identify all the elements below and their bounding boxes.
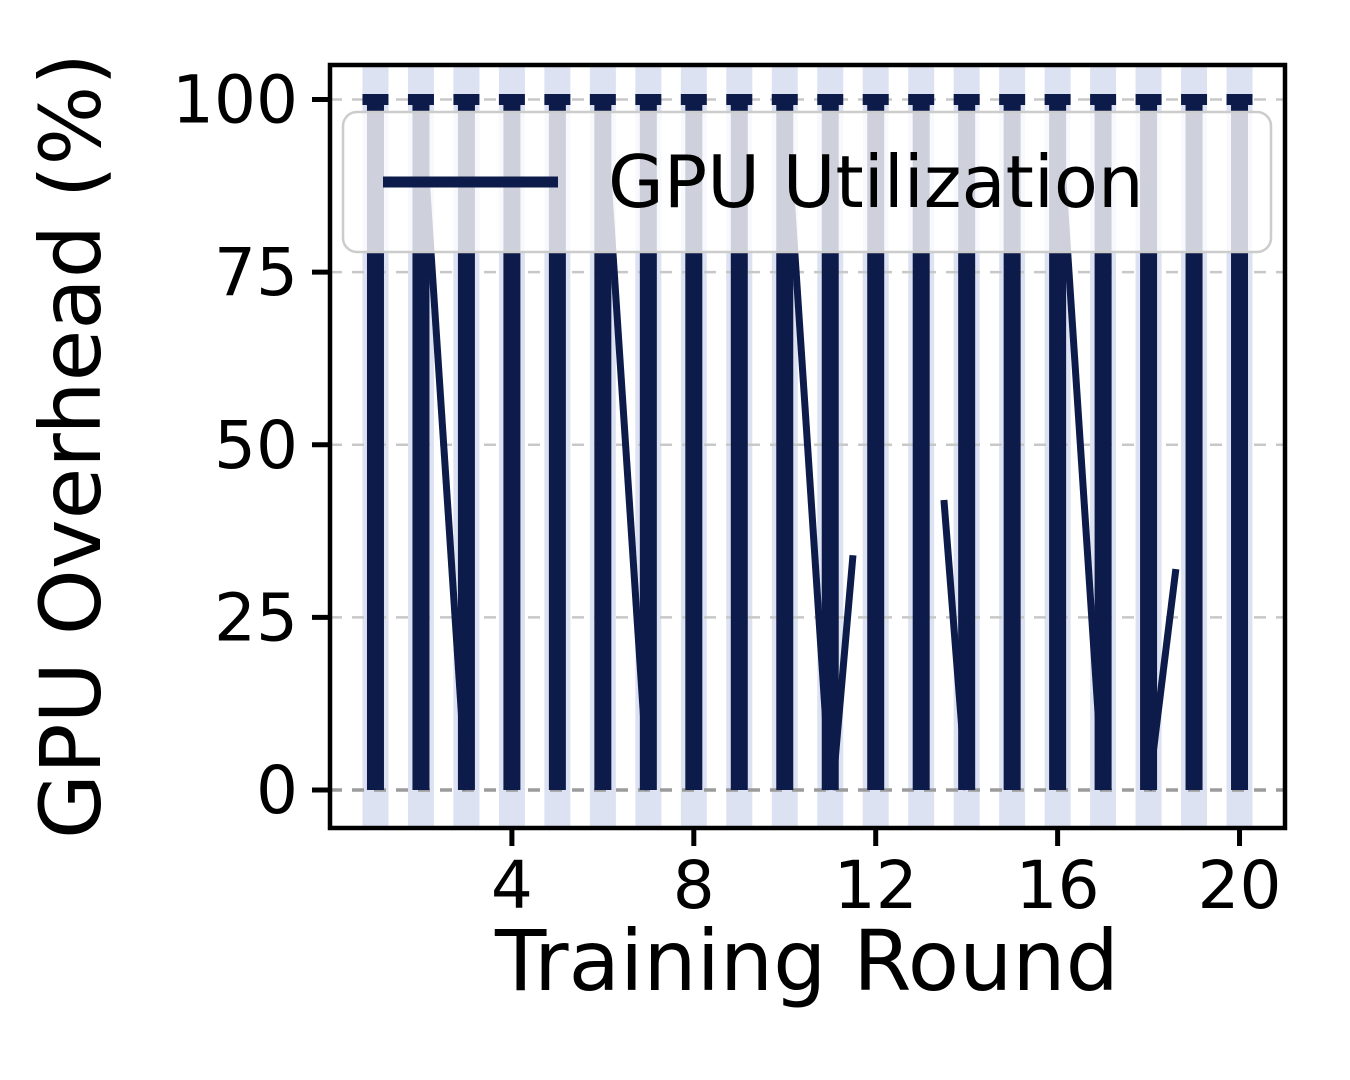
x-tick-label: 12 <box>834 847 918 924</box>
y-tick-label: 75 <box>214 234 298 311</box>
x-tick-label: 20 <box>1198 847 1282 924</box>
gridlines <box>330 98 1285 792</box>
tick-marks <box>312 97 1243 846</box>
trace-segment <box>940 499 971 791</box>
x-tick-label: 4 <box>491 847 533 924</box>
y-tick-label: 0 <box>256 752 298 829</box>
tick-labels: 4 8 12 16 20 0 25 50 75 100 <box>172 62 1282 924</box>
y-tick-label: 50 <box>214 407 298 484</box>
y-axis-label: GPU Overhead (%) <box>22 53 120 839</box>
y-tick-label: 100 <box>172 62 298 139</box>
x-tick-label: 8 <box>673 847 715 924</box>
x-axis-label: Training Round <box>494 912 1119 1010</box>
legend-box <box>341 110 1273 254</box>
trace-segment <box>1145 568 1180 791</box>
legend-label: GPU Utilization <box>608 140 1144 224</box>
trace-segment <box>829 554 857 791</box>
legend: GPU Utilization <box>341 110 1273 254</box>
x-tick-label: 16 <box>1016 847 1100 924</box>
y-tick-label: 25 <box>214 579 298 656</box>
